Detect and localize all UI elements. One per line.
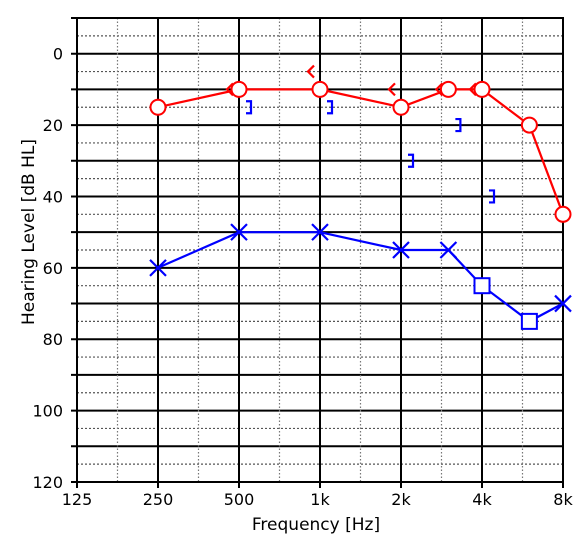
series (149, 223, 572, 330)
x-tick-label: 8k (553, 490, 573, 509)
data-point-angle (434, 82, 444, 97)
data-point-cross (149, 259, 167, 277)
data-point-angle (468, 82, 477, 97)
data-point-bracket (327, 100, 334, 115)
y-tick-label: 0 (53, 45, 63, 64)
data-point-circle (311, 80, 329, 98)
series (149, 80, 572, 223)
data-point-square (473, 277, 491, 295)
plot-frame (76, 17, 564, 483)
data-point-angle (306, 64, 315, 79)
y-tick-label: 80 (43, 330, 63, 349)
x-tick-label: 4k (472, 490, 492, 509)
x-axis-label: Frequency [Hz] (252, 515, 380, 535)
y-tick-label: 20 (43, 116, 63, 135)
data-point-cross (554, 294, 572, 313)
y-axis-label: Hearing Level [dB HL] (19, 139, 39, 325)
series-line (157, 88, 565, 215)
data-point-cross (311, 223, 329, 241)
data-point-cross (439, 241, 458, 259)
y-tick-label: 60 (43, 259, 63, 278)
data-point-cross (392, 241, 410, 259)
x-tick-label: 250 (143, 490, 174, 509)
data-point-circle (473, 80, 491, 98)
y-tick-label: 100 (32, 402, 63, 421)
data-point-circle (439, 80, 457, 98)
data-point-circle (520, 116, 538, 134)
data-point-cross (230, 223, 248, 241)
data-point-circle (554, 205, 572, 223)
data-point-bracket (408, 153, 415, 168)
data-point-angle (225, 82, 234, 97)
data-point-bracket (455, 117, 462, 133)
series (225, 64, 477, 97)
y-tick-label: 40 (43, 187, 63, 206)
data-point-bracket (489, 189, 496, 204)
series (246, 100, 496, 204)
data-point-circle (149, 98, 167, 116)
data-point-square (520, 312, 538, 330)
data-point-bracket (246, 100, 253, 115)
series-layer (149, 64, 572, 330)
x-tick-label: 2k (391, 490, 411, 509)
x-tick-label: 1k (310, 490, 330, 509)
x-tick-label: 125 (62, 490, 93, 509)
data-point-circle (230, 80, 248, 98)
x-tick-label: 500 (224, 490, 255, 509)
y-tick-label: 120 (32, 473, 63, 492)
plot-border (76, 17, 564, 483)
data-point-angle (387, 82, 396, 97)
data-point-circle (392, 98, 410, 116)
